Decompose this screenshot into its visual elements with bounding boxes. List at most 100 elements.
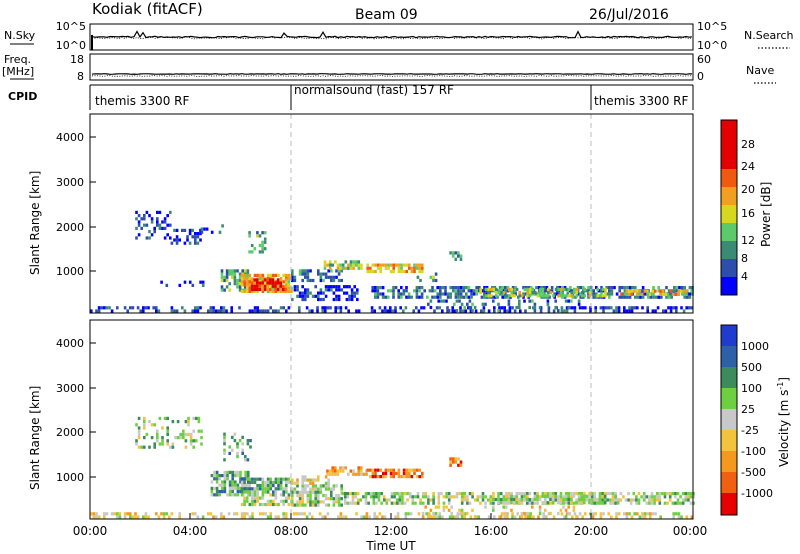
power-cell [199,232,202,236]
velocity-cell [384,468,388,472]
power-cell [515,305,518,310]
velocity-cell [362,495,365,499]
velocity-cell [689,492,693,496]
velocity-cell [240,512,244,516]
power-cell [504,295,507,299]
power-colorbar-swatch-8 [721,120,737,169]
velocity-cell [176,420,180,424]
velocity-cell [327,503,330,507]
power-cell [615,292,619,296]
velocity-cell [306,500,310,504]
velocity-cell [619,498,623,502]
power-cell [210,230,214,234]
power-cell [562,287,566,291]
velocity-cell [235,512,239,516]
velocity-cell [458,508,461,512]
power-cell [350,294,354,298]
power-cell [408,266,411,270]
power-cell [530,286,533,290]
power-ytick-label-3000: 3000 [56,176,84,189]
power-cell [628,309,631,313]
power-cell [688,286,692,290]
velocity-cell [301,478,304,482]
power-cell [567,305,570,310]
velocity-colorbar-tick-500: 500 [741,361,762,374]
power-cell [522,292,525,296]
power-cell [233,275,237,279]
power-cell [560,287,563,291]
power-cell [319,272,323,276]
power-cell [376,289,380,293]
velocity-cell [319,500,323,504]
power-cell [565,294,568,298]
velocity-cell [382,475,385,479]
frequency-panel: Freq. [MHz] 18 8 60 0 Nave [2,53,776,84]
velocity-cell [309,490,312,494]
power-cell [623,286,627,290]
power-cell [156,220,159,224]
power-cell [584,306,587,310]
velocity-cell [557,501,560,505]
velocity-cell [602,512,605,516]
velocity-cell [340,497,343,501]
power-cell [444,286,447,290]
velocity-cell [308,512,311,516]
power-cell [240,283,244,287]
power-cell [447,309,451,313]
power-cell [462,295,465,299]
velocity-cell [324,503,328,507]
velocity-cell [189,442,193,446]
power-cell [248,234,251,238]
velocity-cell [372,492,376,496]
power-cell [415,263,419,267]
power-cell [498,286,502,290]
velocity-cell [557,495,560,499]
power-cell [324,306,327,310]
power-cell [654,289,657,293]
power-cell [276,284,280,288]
power-cell [633,306,636,310]
velocity-cell [324,493,328,498]
power-cell [392,286,395,290]
velocity-cell [301,503,304,507]
power-cell [604,287,607,291]
velocity-colorbar-swatch-7 [721,451,737,472]
power-cell [376,292,380,296]
power-cell [144,306,148,310]
velocity-cell [408,471,411,475]
velocity-cell [246,442,250,446]
nave-tick-high: 60 [697,53,711,66]
velocity-cell [153,445,156,449]
power-cell [685,292,688,296]
power-cell [391,309,395,313]
velocity-cell [266,515,270,519]
power-cell [330,275,333,279]
velocity-cell [460,498,464,502]
velocity-cell [317,490,320,494]
velocity-cell [559,501,563,505]
power-cell [352,260,355,264]
power-cell [218,230,222,234]
velocity-cell [645,495,649,499]
velocity-colorbar-label: Velocity [m s-1] [776,377,791,467]
velocity-cell [228,451,231,455]
power-cell [506,286,510,290]
power-cell [209,309,213,313]
velocity-cell [603,501,607,505]
velocity-cell [373,515,376,519]
velocity-cell [355,512,358,516]
power-cell [142,306,145,310]
velocity-cell [274,480,278,484]
power-cell [194,309,197,313]
velocity-cell [213,477,216,481]
velocity-cell [419,498,422,502]
power-cell [298,294,302,298]
power-cell [633,289,636,293]
power-cell [376,286,380,290]
power-cell [583,294,586,298]
velocity-cell [169,445,172,449]
velocity-cell [590,495,594,499]
power-cell [135,226,138,230]
frequency-unit: [MHz] [2,65,34,78]
velocity-cell [577,492,581,496]
